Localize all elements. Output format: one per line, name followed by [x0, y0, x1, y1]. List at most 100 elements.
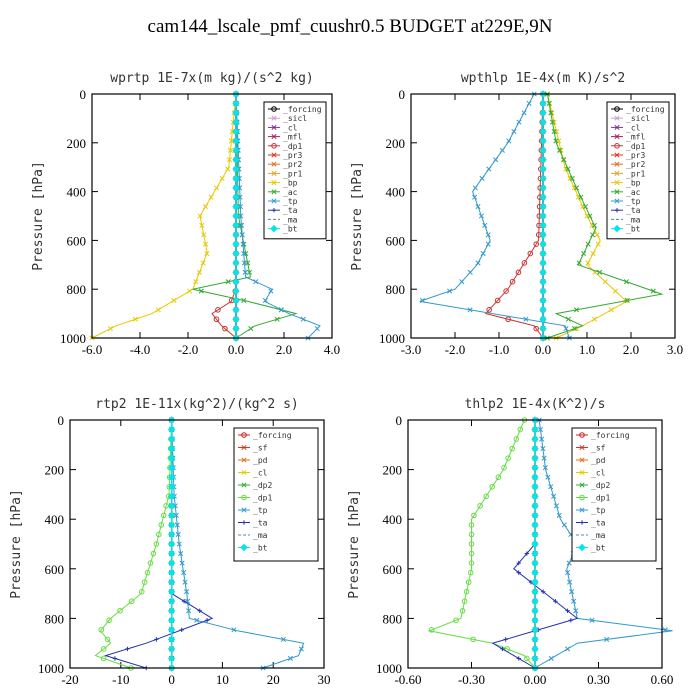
data-point — [531, 540, 539, 548]
legend-entry: _bt — [253, 544, 268, 553]
panel-title: thlp2 1E-4x(K^2)/s — [465, 397, 606, 412]
data-point — [539, 212, 547, 220]
data-point — [182, 579, 188, 585]
data-point — [591, 222, 597, 228]
data-point — [232, 296, 240, 305]
legend-entry: _pd — [253, 456, 268, 465]
data-point — [569, 589, 575, 595]
y-tick-label: 400 — [383, 512, 403, 527]
data-point — [167, 597, 176, 605]
data-point — [539, 306, 547, 314]
legend-entry: _cl — [253, 469, 268, 478]
data-point — [541, 455, 547, 461]
legend-marker — [271, 198, 277, 204]
legend-marker — [614, 198, 620, 204]
data-point — [539, 231, 547, 239]
data-point — [563, 326, 569, 332]
y-axis-label: Pressure [hPa] — [347, 489, 362, 599]
data-point — [526, 100, 532, 106]
data-point — [183, 589, 190, 595]
series-bt — [232, 90, 240, 342]
y-tick-label: 800 — [386, 282, 406, 297]
y-tick-label: 0 — [80, 87, 87, 102]
legend-marker — [271, 208, 277, 213]
data-point — [167, 587, 176, 596]
panel-1: wprtp 1E-7x(m kg)/(s^2 kg) Pressure [hPa]… — [31, 71, 340, 357]
data-point — [179, 627, 184, 633]
legend-marker — [270, 224, 278, 233]
legend-entry: _bt — [283, 225, 298, 234]
legend-entry: _pd — [591, 456, 606, 465]
y-axis-label: Pressure [hPa] — [31, 161, 46, 271]
legend-marker — [241, 444, 247, 451]
x-tick-label: 20 — [267, 672, 280, 687]
data-point — [565, 166, 571, 172]
legend-entry: _dp2 — [591, 481, 610, 490]
data-point — [232, 155, 240, 164]
data-point — [173, 512, 179, 518]
legend-entry: _pr1 — [283, 169, 302, 178]
legend-marker — [579, 482, 585, 488]
legend-entry: _mfl — [283, 133, 302, 142]
x-tick-label: 1.0 — [579, 342, 595, 357]
data-point — [232, 118, 240, 126]
data-point — [227, 147, 234, 153]
data-point — [533, 325, 540, 332]
data-point — [204, 618, 210, 623]
data-point — [539, 202, 547, 211]
data-point — [138, 588, 145, 595]
data-point — [509, 278, 516, 285]
data-point — [511, 128, 517, 135]
y-tick-label: 400 — [45, 512, 65, 527]
series-dp1 — [94, 417, 175, 671]
legend-entry: _ma — [591, 531, 606, 540]
data-point — [545, 474, 551, 480]
data-point — [117, 607, 123, 614]
data-point — [539, 109, 547, 117]
legend-entry: _bp — [626, 179, 641, 188]
data-point — [493, 157, 499, 163]
data-point — [482, 222, 488, 228]
data-point — [503, 637, 508, 642]
data-point — [241, 250, 247, 257]
y-tick-label: 0 — [396, 413, 403, 428]
data-point — [531, 435, 539, 443]
data-point — [167, 607, 176, 615]
data-point — [594, 232, 600, 238]
legend-marker — [271, 134, 277, 140]
data-point — [566, 560, 572, 566]
data-point — [565, 608, 570, 613]
data-point — [237, 204, 243, 210]
legend-entry: _pr1 — [626, 169, 645, 178]
y-tick-label: 200 — [383, 463, 403, 478]
data-point — [539, 146, 547, 155]
data-point — [516, 119, 522, 125]
legend-marker — [613, 224, 621, 233]
data-point — [604, 636, 610, 642]
legend-marker — [614, 152, 620, 158]
data-point — [503, 288, 509, 294]
data-point — [531, 607, 539, 615]
data-point — [463, 588, 470, 595]
data-point — [531, 444, 539, 453]
x-tick-label: 0.0 — [535, 342, 551, 357]
data-point — [486, 307, 492, 313]
data-point — [472, 194, 478, 200]
data-point — [100, 655, 107, 662]
data-point — [468, 531, 475, 538]
data-point — [472, 185, 478, 191]
data-point — [531, 597, 539, 605]
data-point — [112, 656, 118, 661]
legend-marker — [579, 494, 585, 501]
data-point — [531, 635, 539, 644]
panel-3: rtp2 1E-11x(kg^2)/(kg^2 s) Pressure [hPa]… — [9, 397, 331, 687]
data-point — [608, 307, 614, 313]
data-point — [167, 463, 176, 472]
legend-entry: _sicl — [626, 114, 650, 123]
data-point — [246, 269, 253, 275]
data-point — [531, 568, 539, 577]
plot-frame — [69, 419, 325, 669]
x-tick-label: -2.0 — [178, 342, 199, 357]
legend-entry: _dp1 — [591, 494, 610, 503]
data-point — [581, 250, 587, 257]
